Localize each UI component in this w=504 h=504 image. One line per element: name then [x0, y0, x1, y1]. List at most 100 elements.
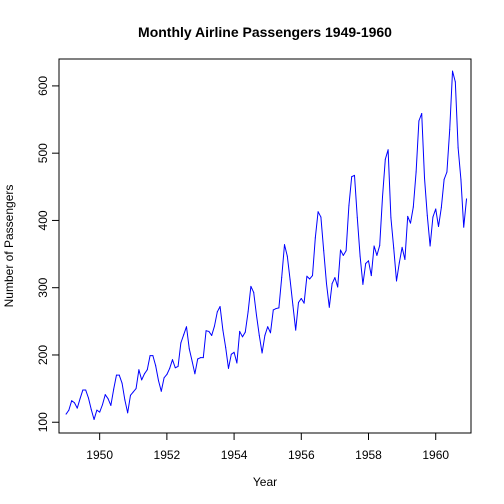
data-point [382, 196, 384, 198]
data-point [365, 262, 367, 264]
data-point [71, 400, 73, 402]
data-point [241, 336, 243, 338]
y-tick-label: 100 [36, 412, 50, 432]
data-point [432, 216, 434, 218]
x-tick-label: 1952 [154, 448, 181, 462]
data-point [342, 254, 344, 256]
data-point [233, 351, 235, 353]
data-point [466, 198, 468, 200]
data-point [155, 365, 157, 367]
data-point [424, 177, 426, 179]
data-point [289, 279, 291, 281]
data-point [79, 398, 81, 400]
y-tick-label: 600 [36, 76, 50, 96]
data-point [440, 207, 442, 209]
data-point [202, 357, 204, 359]
data-point [443, 178, 445, 180]
data-point [166, 373, 168, 375]
data-point [300, 297, 302, 299]
data-point [376, 254, 378, 256]
data-point [199, 357, 201, 359]
data-point [306, 275, 308, 277]
data-point [393, 247, 395, 249]
data-point [118, 374, 120, 376]
data-point [387, 149, 389, 151]
data-point [426, 215, 428, 217]
data-point [104, 394, 106, 396]
data-point [68, 409, 70, 411]
data-point [101, 404, 103, 406]
x-axis: 1950 1952 1954 1956 1958 1960 [86, 433, 449, 462]
data-point [309, 278, 311, 280]
data-point [438, 225, 440, 227]
data-point [460, 178, 462, 180]
data-point [208, 330, 210, 332]
y-axis: 100 200 300 400 500 600 [36, 76, 59, 432]
data-point [281, 277, 283, 279]
data-point [359, 255, 361, 257]
data-point [244, 331, 246, 333]
data-point [446, 171, 448, 173]
data-point [188, 348, 190, 350]
data-point [146, 369, 148, 371]
data-point [222, 329, 224, 331]
data-point [278, 307, 280, 309]
data-point [180, 342, 182, 344]
data-point [435, 208, 437, 210]
data-point [96, 409, 98, 411]
data-point [373, 245, 375, 247]
data-point [295, 329, 297, 331]
data-point [253, 291, 255, 293]
data-point [463, 226, 465, 228]
data-point [407, 215, 409, 217]
data-point [272, 309, 274, 311]
data-point [297, 302, 299, 303]
data-point [135, 388, 137, 390]
data-point [239, 330, 241, 332]
data-point [401, 246, 403, 248]
x-tick-label: 1960 [422, 448, 449, 462]
data-point [211, 334, 213, 336]
data-point [368, 260, 369, 262]
data-point [354, 174, 355, 176]
data-point [113, 388, 115, 390]
data-point [390, 217, 392, 219]
data-point [404, 258, 406, 260]
data-point [345, 250, 347, 252]
data-point [157, 380, 159, 382]
data-point [225, 347, 227, 349]
data-point [99, 411, 101, 413]
plot-box [58, 58, 472, 434]
data-point [457, 147, 459, 149]
data-point [149, 355, 151, 357]
data-point [191, 360, 193, 362]
data-point [410, 222, 412, 224]
x-tick-label: 1956 [288, 448, 315, 462]
data-point [169, 367, 171, 369]
data-point [93, 419, 95, 421]
data-point [236, 362, 238, 364]
data-point [269, 332, 271, 334]
data-point [331, 283, 333, 285]
data-point [141, 379, 143, 381]
data-point [421, 112, 423, 114]
chart-title: Monthly Airline Passengers 1949-1960 [138, 24, 392, 40]
data-point [396, 280, 398, 282]
data-point [132, 391, 134, 393]
data-point [107, 398, 109, 400]
data-point [326, 283, 327, 285]
data-point [183, 334, 185, 336]
data-point [65, 413, 67, 415]
data-point [160, 390, 162, 392]
data-point [292, 304, 294, 306]
data-point [185, 326, 187, 328]
data-point [454, 81, 456, 83]
data-point [87, 397, 89, 399]
data-point [267, 326, 269, 328]
data-point [275, 308, 277, 310]
data-point [258, 334, 260, 336]
data-point [247, 311, 249, 313]
data-point [261, 352, 263, 354]
data-point [348, 205, 350, 207]
